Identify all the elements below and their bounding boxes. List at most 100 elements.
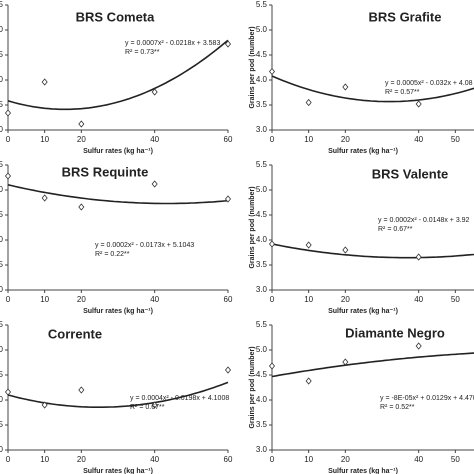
data-point (305, 241, 312, 249)
x-tick-label: 0 (6, 135, 11, 144)
data-point (78, 120, 85, 128)
y-tick-label: 3.0 (256, 445, 268, 454)
x-tick-label: 40 (414, 295, 423, 304)
data-point (305, 98, 312, 107)
x-axis-label: Sulfur rates (kg ha⁻¹) (328, 308, 398, 315)
r-squared: R² = 0.67** (378, 226, 413, 233)
data-point (342, 358, 349, 366)
x-axis-label: Sulfur rates (kg ha⁻¹) (83, 468, 153, 474)
x-tick-label: 60 (224, 295, 233, 304)
data-point (305, 377, 312, 385)
x-tick-label: 20 (77, 135, 86, 144)
x-tick-label: 40 (414, 135, 423, 144)
y-tick-label: 3.0 (0, 285, 4, 294)
x-tick-label: 0 (6, 295, 11, 304)
data-point (268, 362, 276, 370)
x-tick-label: 10 (304, 455, 313, 464)
data-point (415, 100, 422, 108)
x-tick-label: 20 (341, 295, 350, 304)
x-tick-label: 50 (451, 135, 460, 144)
x-tick-label: 20 (341, 455, 350, 464)
data-point (41, 401, 48, 409)
data-point (4, 388, 12, 396)
fit-curve (271, 75, 474, 103)
fit-curve (7, 39, 229, 111)
data-point (4, 109, 12, 117)
y-tick-label: 4.0 (256, 235, 268, 244)
y-axis-label: Grains per pod (number) (249, 26, 256, 108)
x-tick-label: 20 (341, 135, 350, 144)
y-axis-label: Grains per pod (number) (249, 346, 256, 428)
x-axis-label: Sulfur rates (kg ha⁻¹) (83, 148, 153, 155)
x-tick-label: 0 (6, 455, 11, 464)
y-tick-label: 3.0 (0, 125, 4, 134)
y-tick-label: 4.5 (256, 370, 268, 379)
x-tick-label: 40 (150, 295, 159, 304)
y-axis-label: Grains per pod (number) (249, 186, 256, 268)
x-tick-label: 10 (40, 135, 49, 144)
y-tick-label: 4.5 (256, 210, 268, 219)
fit-curve (7, 184, 229, 205)
y-tick-label: 5.5 (0, 0, 4, 9)
y-tick-label: 4.0 (0, 395, 4, 404)
data-point (78, 386, 85, 394)
fit-curve (271, 352, 474, 378)
x-tick-label: 10 (40, 295, 49, 304)
data-point (415, 253, 422, 261)
y-tick-label: 4.0 (0, 75, 4, 84)
y-tick-label: 4.0 (0, 235, 4, 244)
y-tick-label: 3.0 (0, 445, 4, 454)
x-tick-label: 40 (150, 135, 159, 144)
x-tick-label: 60 (224, 455, 233, 464)
data-point (78, 203, 85, 211)
x-axis-label: Sulfur rates (kg ha⁻¹) (83, 308, 153, 315)
x-axis-label: Sulfur rates (kg ha⁻¹) (328, 468, 398, 474)
y-tick-label: 4.0 (256, 75, 268, 84)
x-tick-label: 10 (40, 455, 49, 464)
y-tick-label: 4.5 (0, 370, 4, 379)
data-point (268, 67, 276, 76)
data-point (224, 40, 232, 48)
equation: y = 0.0002x² - 0.0148x + 3.92 (378, 217, 470, 224)
data-point (224, 195, 232, 203)
y-tick-label: 4.0 (256, 395, 268, 404)
x-tick-label: 50 (451, 455, 460, 464)
y-tick-label: 5.0 (0, 185, 4, 194)
y-tick-label: 5.5 (256, 320, 268, 329)
y-tick-label: 3.5 (256, 100, 268, 109)
equation: y = 0.0005x² - 0.032x + 4.08 (385, 80, 473, 87)
y-tick-label: 3.5 (256, 260, 268, 269)
chart-title: BRS Requinte (62, 164, 149, 179)
y-tick-label: 3.5 (0, 100, 4, 109)
data-point (224, 366, 232, 374)
x-tick-label: 60 (224, 135, 233, 144)
x-tick-label: 0 (270, 295, 275, 304)
data-point (151, 401, 158, 409)
y-tick-label: 4.5 (0, 50, 4, 59)
x-tick-label: 40 (414, 455, 423, 464)
data-point (4, 172, 12, 180)
chart-title: BRS Grafite (369, 9, 442, 24)
r-squared: R² = 0.57** (385, 89, 420, 96)
chart-title: BRS Valente (372, 166, 449, 181)
x-tick-label: 50 (451, 295, 460, 304)
y-tick-label: 4.5 (0, 210, 4, 219)
x-axis-label: Sulfur rates (kg ha⁻¹) (328, 148, 398, 155)
y-tick-label: 5.0 (0, 25, 4, 34)
y-tick-label: 5.0 (256, 345, 268, 354)
r-squared: R² = 0.67** (130, 404, 165, 411)
y-tick-label: 3.0 (256, 125, 268, 134)
data-point (41, 78, 48, 86)
y-tick-label: 5.5 (0, 160, 4, 169)
y-tick-label: 5.0 (256, 25, 268, 34)
r-squared: R² = 0.22** (95, 251, 130, 258)
r-squared: R² = 0.73** (125, 49, 160, 56)
x-tick-label: 0 (270, 135, 275, 144)
y-tick-label: 5.0 (256, 185, 268, 194)
y-tick-label: 3.5 (256, 420, 268, 429)
x-tick-label: 40 (150, 455, 159, 464)
data-point (41, 194, 48, 202)
y-tick-label: 5.0 (0, 345, 4, 354)
x-tick-label: 20 (77, 295, 86, 304)
data-point (415, 342, 422, 350)
